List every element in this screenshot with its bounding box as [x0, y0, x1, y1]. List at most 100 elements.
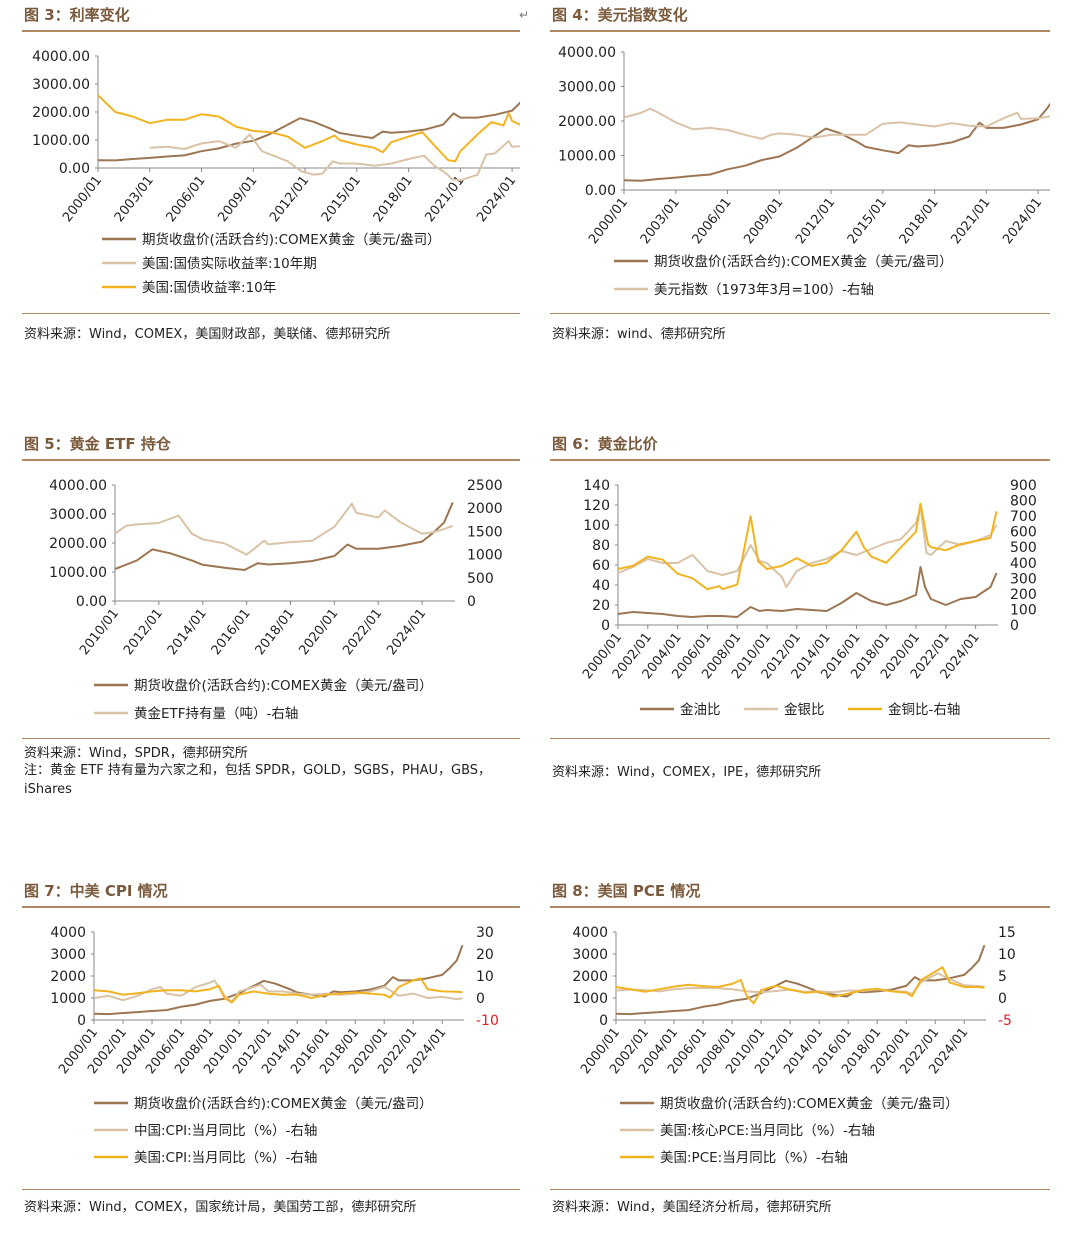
y-left-tick-label: 3000: [572, 947, 608, 963]
figure-4-top-rule: [550, 30, 1050, 32]
legend-label: 期货收盘价(活跃合约):COMEX黄金（美元/盎司）: [134, 1095, 433, 1112]
figure-3-source: 资料来源：Wind，COMEX，美国财政部，美联储、德邦研究所: [24, 327, 391, 342]
legend-label: 美元指数（1973年3月=100）-右轴: [654, 282, 874, 298]
y-left-tick-label: 4000.00: [32, 49, 90, 65]
figure-3-top-rule: [22, 30, 520, 32]
legend-label: 期货收盘价(活跃合约):COMEX黄金（美元/盎司）: [660, 1095, 959, 1112]
series-line-0: [114, 502, 454, 571]
y-right-tick-label: -10: [476, 1013, 499, 1029]
y-right-tick-label: -5: [998, 1013, 1012, 1029]
y-right-tick-label: 700: [1010, 509, 1037, 525]
x-tick-label: 2018/01: [371, 173, 416, 225]
figure-3-bottom-rule: [22, 313, 520, 314]
figure-6-top-rule: [550, 459, 1050, 461]
series-line-1: [623, 107, 1050, 140]
y-right-tick-label: 500: [1010, 540, 1037, 556]
y-right-tick-label: 900: [1010, 478, 1037, 494]
legend-label: 期货收盘价(活跃合约):COMEX黄金（美元/盎司）: [654, 253, 953, 270]
x-tick-label: 2020/01: [296, 606, 341, 658]
figure-6-source: 资料来源：Wind，COMEX，IPE，德邦研究所: [552, 765, 822, 780]
series-line-1: [114, 502, 454, 556]
y-left-tick-label: 1000.00: [49, 565, 107, 581]
x-tick-label: 2024/01: [384, 606, 429, 658]
legend-label: 美国:国债收益率:10年: [142, 279, 276, 296]
figure-8-chart: 40003000200010000151050-52000/012002/012…: [572, 925, 1016, 1166]
y-left-tick-label: 60: [592, 558, 610, 574]
y-right-tick-label: 500: [467, 571, 494, 587]
figure-5-top-rule: [22, 459, 520, 461]
figure-7-chart: 400030002000100003020100-102000/012002/0…: [50, 925, 499, 1166]
legend-label: 金铜比-右轴: [888, 702, 960, 718]
y-right-tick-label: 200: [1010, 587, 1037, 603]
figure-8-top-rule: [550, 906, 1050, 908]
x-tick-label: 2000/01: [60, 173, 105, 225]
x-tick-label: 2024/01: [474, 173, 519, 225]
y-left-tick-label: 0: [77, 1013, 86, 1029]
y-left-tick-label: 3000.00: [32, 77, 90, 93]
y-left-tick-label: 4000.00: [558, 45, 616, 61]
series-line-1: [617, 506, 998, 588]
x-tick-label: 2000/01: [586, 195, 631, 247]
x-tick-label: 2010/01: [77, 606, 122, 658]
series-line-2: [615, 966, 985, 1005]
return-mark: ↵: [519, 8, 530, 22]
series-line-1: [93, 979, 463, 1003]
y-left-tick-label: 2000.00: [558, 114, 616, 130]
series-line-2: [93, 977, 463, 1004]
y-left-tick-label: 0: [599, 1013, 608, 1029]
y-right-tick-label: 300: [1010, 571, 1037, 587]
figure-5-chart: 4000.00 3000.00 2000.00 1000.00 0.00 2500 2000…: [49, 478, 503, 722]
figure-5-title: 图 5：黄金 ETF 持仓: [24, 435, 171, 453]
y-left-tick-label: 1000: [572, 991, 608, 1007]
figure-5-bottom-rule: [22, 738, 520, 739]
y-left-tick-label: 120: [583, 498, 610, 514]
figure-7-title: 图 7：中美 CPI 情况: [24, 882, 168, 900]
series-line-0: [617, 566, 998, 618]
figure-5-source: 资料来源：Wind，SPDR，德邦研究所: [24, 746, 248, 761]
x-tick-label: 2009/01: [215, 173, 260, 225]
y-right-tick-label: 1500: [467, 524, 503, 540]
figure-7-top-rule: [22, 906, 520, 908]
series-line-1: [149, 133, 520, 182]
y-right-tick-label: 20: [476, 947, 494, 963]
figure-6-title: 图 6：黄金比价: [552, 435, 658, 453]
legend-label: 中国:CPI:当月同比（%）-右轴: [134, 1123, 317, 1139]
x-tick-label: 2003/01: [638, 195, 683, 247]
y-left-tick-label: 3000.00: [558, 80, 616, 96]
y-right-tick-label: 0: [998, 991, 1007, 1007]
y-left-tick-label: 4000.00: [49, 478, 107, 494]
series-line-0: [97, 101, 520, 162]
y-right-tick-label: 2500: [467, 478, 503, 494]
legend-label: 期货收盘价(活跃合约):COMEX黄金（美元/盎司）: [142, 231, 441, 248]
legend-label: 金银比: [784, 702, 825, 718]
y-right-tick-label: 1000: [467, 548, 503, 564]
x-tick-label: 2024/01: [1000, 195, 1045, 247]
figure-6-bottom-rule: [550, 738, 1050, 739]
figure-3-chart: 4000.003000.002000.001000.000.0010%8%6%4…: [32, 49, 520, 296]
y-left-tick-label: 0: [601, 618, 610, 634]
y-left-tick-label: 3000.00: [49, 507, 107, 523]
y-left-tick-label: 0.00: [76, 594, 107, 610]
series-line-0: [623, 102, 1050, 182]
y-left-tick-label: 4000: [50, 925, 86, 941]
y-right-tick-label: 10: [998, 947, 1016, 963]
x-tick-label: 2012/01: [121, 606, 166, 658]
y-right-tick-label: 0: [1010, 618, 1019, 634]
y-left-tick-label: 0.00: [585, 183, 616, 199]
series-line-0: [615, 944, 986, 1016]
figure-5-note: 注：黄金 ETF 持有量为六家之和，包括 SPDR，GOLD，SGBS，PHAU…: [24, 763, 492, 797]
figure-4-title: 图 4：美元指数变化: [552, 6, 688, 24]
x-tick-label: 2018/01: [253, 606, 298, 658]
y-left-tick-label: 3000: [50, 947, 86, 963]
x-tick-label: 2022/01: [340, 606, 385, 658]
x-tick-label: 2014/01: [165, 606, 210, 658]
legend-label: 美国:CPI:当月同比（%）-右轴: [134, 1150, 317, 1166]
figure-8-title: 图 8：美国 PCE 情况: [552, 882, 701, 900]
figure-3-title: 图 3：利率变化: [24, 6, 130, 24]
legend-label: 美国:核心PCE:当月同比（%）-右轴: [660, 1123, 875, 1139]
y-right-tick-label: 600: [1010, 525, 1037, 541]
x-tick-label: 2003/01: [112, 173, 157, 225]
figure-8-source: 资料来源：Wind，美国经济分析局，德邦研究所: [552, 1200, 832, 1215]
y-left-tick-label: 1000.00: [32, 133, 90, 149]
x-tick-label: 2012/01: [793, 195, 838, 247]
